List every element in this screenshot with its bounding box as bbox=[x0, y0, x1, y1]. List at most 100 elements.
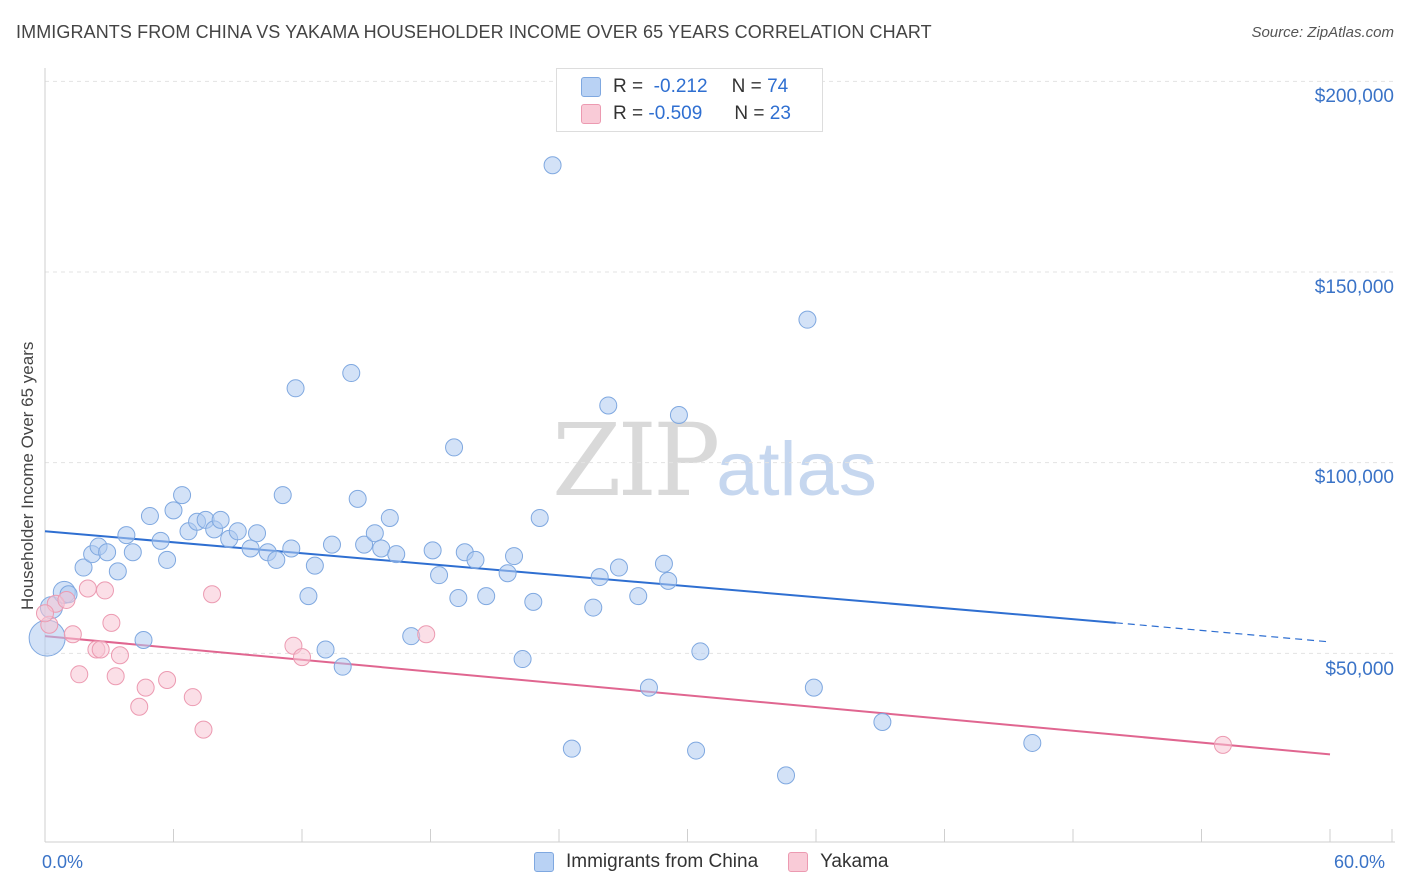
trend-line bbox=[44, 635, 1331, 756]
data-point bbox=[333, 657, 352, 676]
data-point bbox=[417, 625, 436, 644]
data-point bbox=[402, 627, 421, 646]
trend-line bbox=[44, 530, 1116, 624]
data-point bbox=[228, 522, 247, 541]
r-value: -0.212 bbox=[653, 76, 708, 97]
data-point bbox=[63, 625, 82, 644]
data-point bbox=[530, 508, 549, 527]
trend-lines bbox=[44, 530, 1331, 756]
data-point bbox=[804, 678, 823, 697]
data-point bbox=[449, 589, 468, 608]
data-point bbox=[798, 310, 817, 329]
data-point bbox=[267, 550, 286, 569]
data-point bbox=[466, 550, 485, 569]
axes bbox=[44, 68, 1395, 843]
data-point bbox=[316, 640, 335, 659]
data-point bbox=[140, 507, 159, 526]
data-point bbox=[78, 579, 97, 598]
trend-line-extrapolated bbox=[1115, 622, 1331, 643]
r-label: R = bbox=[613, 76, 644, 97]
data-point bbox=[445, 438, 464, 457]
data-point bbox=[1023, 733, 1042, 752]
data-point bbox=[342, 364, 361, 383]
data-point bbox=[136, 678, 155, 697]
data-point bbox=[609, 558, 628, 577]
data-point bbox=[203, 585, 222, 604]
data-point bbox=[211, 510, 230, 529]
n-label: N = bbox=[734, 103, 765, 124]
n-value: 74 bbox=[767, 76, 789, 97]
data-point bbox=[691, 642, 710, 661]
data-point bbox=[562, 739, 581, 758]
data-point bbox=[669, 406, 688, 424]
data-point bbox=[777, 766, 796, 785]
y-tick-label: $150,000 bbox=[1314, 277, 1394, 298]
legend-label: Yakama bbox=[820, 851, 889, 872]
data-point bbox=[299, 587, 318, 606]
data-point bbox=[123, 543, 142, 562]
watermark-zip: ZIP bbox=[552, 402, 720, 519]
data-point bbox=[110, 646, 129, 665]
data-point bbox=[173, 486, 192, 505]
legend-swatch-pink bbox=[788, 852, 809, 872]
data-point bbox=[543, 156, 562, 175]
data-point bbox=[524, 592, 543, 611]
n-value: 23 bbox=[769, 103, 791, 124]
y-tick-label: $50,000 bbox=[1325, 659, 1394, 680]
data-point bbox=[1213, 735, 1232, 754]
data-point bbox=[183, 688, 202, 707]
r-value: -0.509 bbox=[648, 103, 703, 124]
data-point bbox=[654, 554, 673, 573]
legend-swatch-blue bbox=[581, 77, 601, 97]
watermark: ZIPatlas bbox=[552, 402, 877, 519]
data-point bbox=[584, 598, 603, 617]
data-point bbox=[282, 539, 301, 558]
y-tick-label: $100,000 bbox=[1314, 467, 1394, 488]
data-point bbox=[117, 526, 136, 545]
data-point bbox=[151, 531, 170, 550]
data-point bbox=[513, 650, 532, 669]
legend-row-yakama: R = -0.509 N = 23 bbox=[581, 102, 791, 126]
legend-swatch-pink bbox=[581, 104, 601, 124]
n-label: N = bbox=[731, 76, 762, 97]
legend-item-yakama[interactable]: Yakama bbox=[788, 851, 888, 873]
data-point bbox=[873, 712, 892, 731]
data-point bbox=[130, 697, 149, 716]
data-point bbox=[348, 489, 367, 508]
y-axis-label: Householder Income Over 65 years bbox=[18, 341, 37, 610]
data-point bbox=[164, 501, 183, 520]
data-point bbox=[629, 587, 648, 606]
data-point bbox=[387, 545, 406, 564]
legend-label: Immigrants from China bbox=[566, 851, 759, 872]
grid-lines bbox=[45, 80, 1395, 654]
watermark-atlas: atlas bbox=[716, 427, 877, 512]
data-point bbox=[98, 543, 117, 562]
data-point bbox=[659, 571, 678, 590]
data-point bbox=[158, 671, 177, 690]
data-point bbox=[423, 541, 442, 560]
data-point bbox=[687, 741, 706, 760]
legend-item-china[interactable]: Immigrants from China bbox=[534, 851, 758, 873]
data-point bbox=[286, 379, 305, 398]
data-point bbox=[134, 630, 153, 649]
data-point bbox=[599, 396, 618, 415]
data-point bbox=[70, 665, 89, 684]
data-point bbox=[36, 604, 54, 623]
data-point bbox=[498, 564, 517, 583]
legend-swatch-blue bbox=[534, 852, 554, 872]
data-points bbox=[28, 156, 1232, 785]
data-point bbox=[158, 550, 177, 569]
data-point bbox=[102, 613, 121, 632]
x-max-label: 60.0% bbox=[1334, 852, 1386, 872]
series-legend: Immigrants from China Yakama bbox=[534, 851, 918, 873]
data-point bbox=[293, 648, 311, 667]
x-min-label: 0.0% bbox=[42, 852, 84, 872]
source-label: Source: ZipAtlas.com bbox=[1251, 24, 1394, 41]
data-point bbox=[477, 587, 496, 606]
data-point bbox=[248, 524, 267, 543]
data-point bbox=[372, 539, 391, 558]
data-point bbox=[273, 486, 292, 505]
data-point bbox=[194, 720, 213, 739]
correlation-legend: R = -0.212 N = 74 R = -0.509 N = 23 bbox=[556, 68, 823, 132]
